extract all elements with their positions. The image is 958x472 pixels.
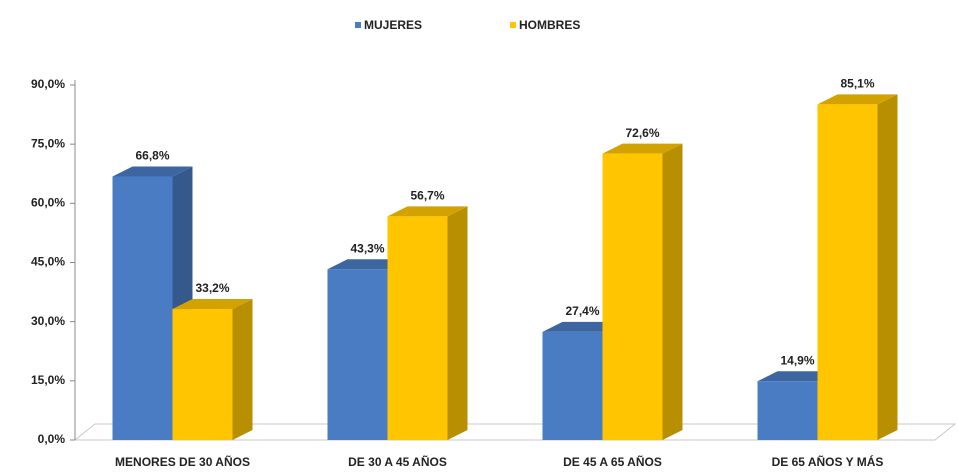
y-tick-label: 45,0%	[31, 255, 65, 269]
x-tick-label: MENORES DE 30 AÑOS	[115, 454, 250, 469]
bar-top	[602, 143, 683, 154]
x-tick-label: DE 45 A 65 AÑOS	[563, 454, 662, 469]
bar-top	[112, 166, 193, 177]
legend-label: MUJERES	[364, 18, 422, 32]
value-label: 14,9%	[780, 353, 814, 367]
value-label: 56,7%	[410, 189, 444, 203]
bar	[327, 269, 388, 440]
y-tick-label: 30,0%	[31, 314, 65, 328]
y-tick-label: 60,0%	[31, 196, 65, 210]
bar	[172, 309, 233, 440]
x-tick-label: DE 30 A 45 AÑOS	[348, 454, 447, 469]
bar	[542, 331, 603, 440]
y-tick-label: 0,0%	[38, 432, 66, 446]
value-label: 85,1%	[840, 76, 874, 90]
bar	[602, 153, 663, 440]
bar	[817, 104, 878, 441]
y-tick-label: 15,0%	[31, 373, 65, 387]
value-label: 72,6%	[625, 126, 659, 140]
legend-swatch	[510, 22, 516, 28]
bar	[112, 176, 173, 440]
bar	[387, 216, 448, 440]
bar	[757, 381, 818, 440]
x-tick-label: DE 65 AÑOS Y MÁS	[772, 454, 884, 469]
bar-side	[662, 143, 683, 440]
legend-swatch	[355, 22, 361, 28]
value-label: 33,2%	[195, 281, 229, 295]
legend-label: HOMBRES	[519, 18, 580, 32]
y-tick-label: 75,0%	[31, 136, 65, 150]
bar-side	[447, 206, 468, 440]
y-tick-label: 90,0%	[31, 77, 65, 91]
value-label: 66,8%	[135, 149, 169, 163]
bar-side	[877, 94, 898, 441]
bar-top	[387, 206, 468, 217]
bar-top	[817, 94, 898, 105]
value-label: 43,3%	[350, 241, 384, 255]
bar-side	[232, 299, 253, 440]
value-label: 27,4%	[565, 304, 599, 318]
bar-top	[172, 299, 253, 310]
